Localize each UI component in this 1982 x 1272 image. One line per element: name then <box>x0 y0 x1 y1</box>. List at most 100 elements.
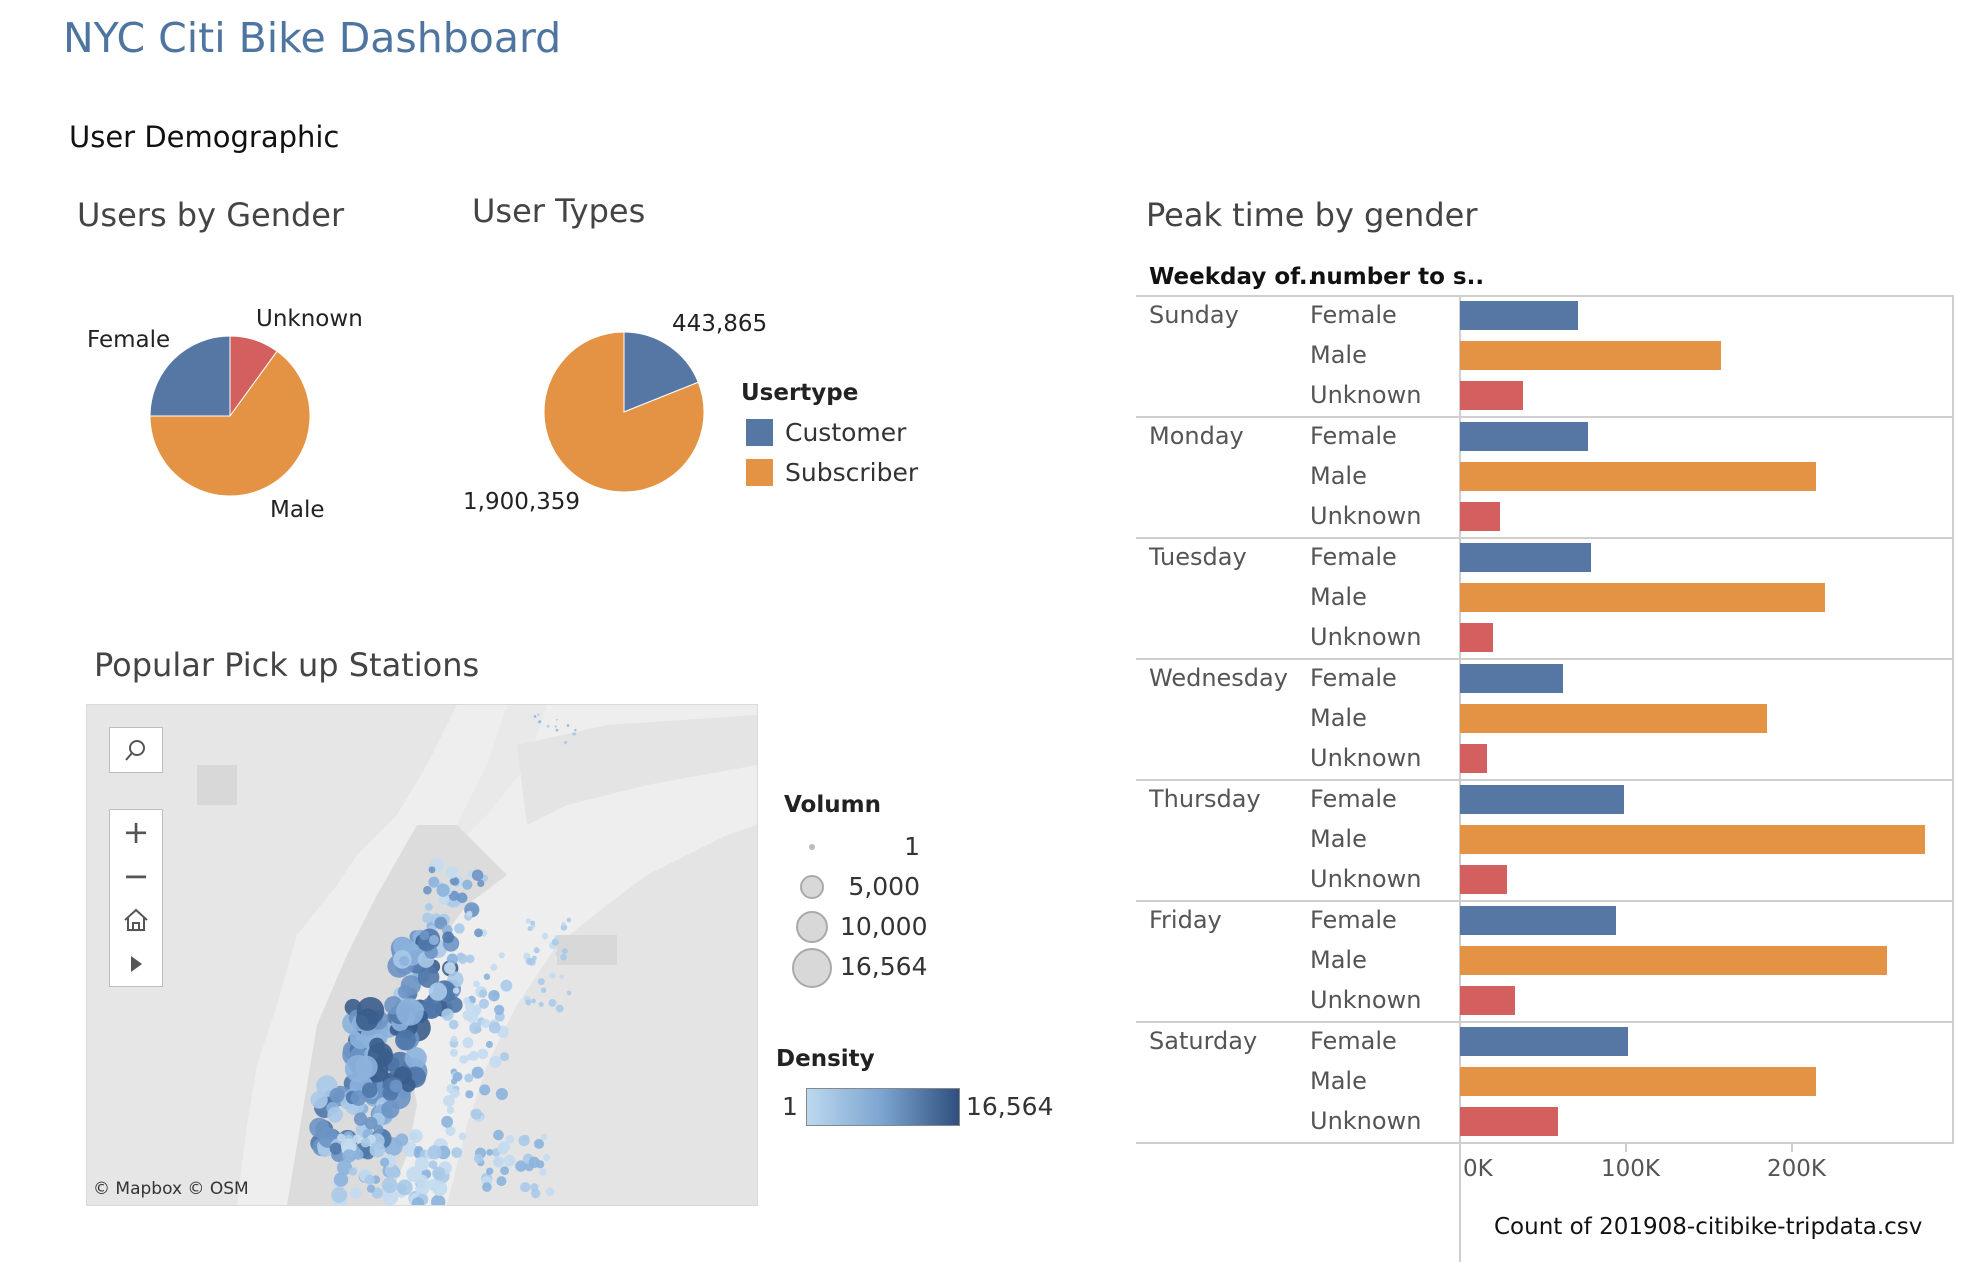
station-marker[interactable] <box>401 1078 416 1093</box>
station-marker[interactable] <box>566 724 570 727</box>
station-marker[interactable] <box>432 1166 446 1180</box>
station-marker[interactable] <box>503 1154 516 1167</box>
station-marker[interactable] <box>515 1160 527 1172</box>
station-marker[interactable] <box>428 866 436 874</box>
station-marker[interactable] <box>498 952 505 959</box>
bar-wednesday-male[interactable] <box>1460 704 1768 733</box>
pie-slice-customer[interactable] <box>623 331 699 413</box>
bar-monday-unknown[interactable] <box>1460 502 1500 531</box>
station-marker[interactable] <box>559 974 564 979</box>
bar-sunday-female[interactable] <box>1460 301 1578 330</box>
station-marker[interactable] <box>360 1137 371 1148</box>
station-marker[interactable] <box>446 996 463 1013</box>
station-marker[interactable] <box>530 920 536 926</box>
station-marker[interactable] <box>450 1088 460 1099</box>
pie-slice-male[interactable] <box>149 350 311 497</box>
station-marker[interactable] <box>463 997 471 1005</box>
map-attribution[interactable]: © Mapbox © OSM <box>93 1179 249 1199</box>
station-marker[interactable] <box>389 1079 403 1093</box>
station-marker[interactable] <box>538 1001 544 1007</box>
station-marker[interactable] <box>446 953 458 965</box>
station-marker[interactable] <box>573 732 577 736</box>
station-marker[interactable] <box>424 903 433 911</box>
station-marker[interactable] <box>471 1066 484 1079</box>
usertype-pie[interactable] <box>534 322 714 502</box>
station-marker[interactable] <box>537 978 545 985</box>
station-marker[interactable] <box>533 715 537 718</box>
bar-thursday-male[interactable] <box>1460 825 1926 854</box>
station-marker[interactable] <box>414 1156 430 1171</box>
station-marker[interactable] <box>549 972 556 979</box>
station-marker[interactable] <box>561 948 568 955</box>
station-marker[interactable] <box>384 1164 400 1179</box>
bar-thursday-unknown[interactable] <box>1460 865 1507 894</box>
bar-sunday-male[interactable] <box>1460 341 1721 370</box>
station-marker[interactable] <box>336 1160 353 1176</box>
station-marker[interactable] <box>408 1129 423 1144</box>
station-marker[interactable] <box>381 1177 398 1194</box>
station-marker[interactable] <box>488 990 500 1002</box>
station-marker[interactable] <box>354 1055 378 1079</box>
station-marker[interactable] <box>560 953 567 961</box>
stations-map[interactable]: + − © Mapbox © OSM <box>86 704 758 1206</box>
station-marker[interactable] <box>539 1168 547 1176</box>
station-marker[interactable] <box>396 998 424 1026</box>
station-marker[interactable] <box>350 1090 367 1106</box>
map-canvas[interactable] <box>87 705 757 1205</box>
station-marker[interactable] <box>342 1149 356 1163</box>
station-marker[interactable] <box>415 1182 429 1197</box>
pie-slice-subscriber[interactable] <box>543 331 705 493</box>
station-marker[interactable] <box>546 724 550 728</box>
station-marker[interactable] <box>473 1153 484 1164</box>
station-marker[interactable] <box>432 1180 448 1196</box>
station-marker[interactable] <box>540 987 547 993</box>
station-marker[interactable] <box>451 877 460 886</box>
pie-slice-female[interactable] <box>149 335 231 417</box>
station-marker[interactable] <box>541 932 549 940</box>
station-marker[interactable] <box>446 1106 455 1114</box>
station-marker[interactable] <box>448 890 460 901</box>
station-marker[interactable] <box>489 1055 502 1068</box>
station-marker[interactable] <box>563 740 568 745</box>
station-marker[interactable] <box>443 1095 455 1107</box>
station-marker[interactable] <box>545 1187 555 1197</box>
station-marker[interactable] <box>527 958 536 966</box>
station-marker[interactable] <box>441 1008 454 1021</box>
search-icon[interactable] <box>110 728 162 772</box>
station-marker[interactable] <box>349 1187 362 1199</box>
station-marker[interactable] <box>486 1167 494 1175</box>
station-marker[interactable] <box>486 1148 493 1156</box>
station-marker[interactable] <box>423 885 432 895</box>
station-marker[interactable] <box>366 1184 376 1193</box>
station-marker[interactable] <box>451 1147 463 1158</box>
bar-thursday-female[interactable] <box>1460 785 1625 814</box>
station-marker[interactable] <box>574 729 577 732</box>
station-marker[interactable] <box>527 926 533 932</box>
station-marker[interactable] <box>462 1037 474 1049</box>
station-marker[interactable] <box>417 966 440 988</box>
station-marker[interactable] <box>450 1035 458 1043</box>
station-marker[interactable] <box>560 924 568 931</box>
station-marker[interactable] <box>353 1112 368 1126</box>
station-marker[interactable] <box>404 1047 427 1070</box>
station-marker[interactable] <box>364 1116 378 1130</box>
station-marker[interactable] <box>369 1037 385 1054</box>
station-marker[interactable] <box>533 947 540 954</box>
station-marker[interactable] <box>478 989 488 998</box>
bar-monday-female[interactable] <box>1460 422 1588 451</box>
station-marker[interactable] <box>538 720 542 724</box>
station-marker[interactable] <box>477 1048 489 1060</box>
station-marker[interactable] <box>495 1088 508 1100</box>
station-marker[interactable] <box>373 1124 384 1135</box>
station-marker[interactable] <box>525 999 532 1006</box>
station-marker[interactable] <box>561 921 566 926</box>
bar-friday-unknown[interactable] <box>1460 986 1515 1015</box>
header-weekday[interactable]: Weekday of.. <box>1149 264 1317 290</box>
station-marker[interactable] <box>470 1108 482 1120</box>
station-marker[interactable] <box>473 980 480 988</box>
station-marker[interactable] <box>331 1187 348 1203</box>
station-marker[interactable] <box>482 1182 492 1192</box>
station-marker[interactable] <box>471 1007 481 1017</box>
bar-friday-female[interactable] <box>1460 906 1617 935</box>
station-marker[interactable] <box>364 1174 375 1185</box>
